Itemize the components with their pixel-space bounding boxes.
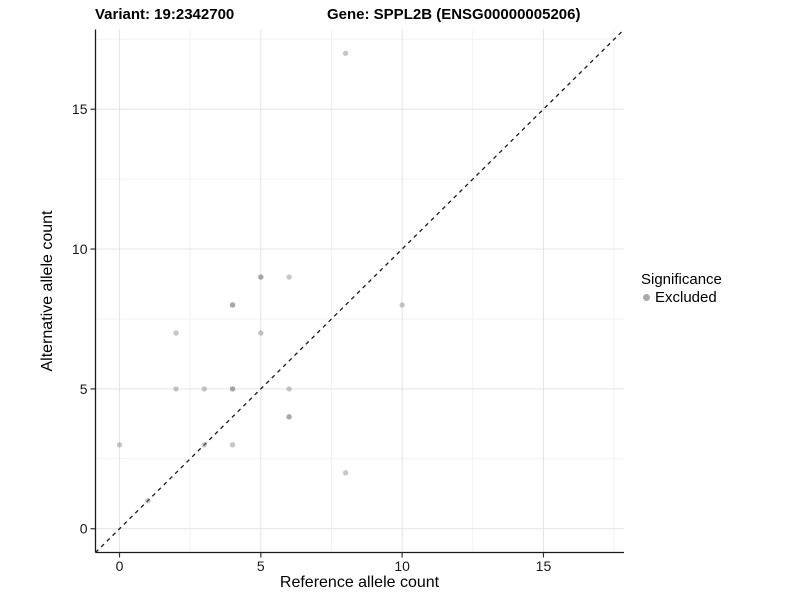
scatter-points: [116, 50, 405, 504]
y-tick-label: 5: [80, 381, 88, 397]
variant-title: Variant: 19:2342700: [95, 6, 235, 23]
x-tick-label: 10: [394, 558, 410, 574]
data-point: [258, 274, 264, 280]
y-tick-label: 10: [72, 241, 88, 257]
data-point: [173, 386, 179, 392]
data-point: [229, 302, 236, 308]
data-point: [229, 302, 236, 308]
minor-gridlines: [95, 29, 624, 553]
data-point: [286, 414, 292, 420]
gene-title: Gene: SPPL2B (ENSG00000005206): [327, 6, 581, 23]
data-point: [286, 414, 292, 420]
legend-item-excluded: Excluded: [641, 289, 722, 306]
data-point: [229, 386, 236, 392]
data-point: [145, 498, 151, 504]
data-point: [229, 442, 236, 448]
y-tick-label: 15: [72, 101, 88, 117]
x-tick-label: 0: [116, 558, 124, 574]
y-axis-title: Alternative allele count: [39, 210, 56, 372]
identity-line: [95, 29, 625, 553]
data-point: [201, 442, 208, 448]
data-point: [201, 386, 208, 392]
legend: Significance Excluded: [641, 271, 722, 306]
x-axis-title: Reference allele count: [279, 574, 440, 591]
legend-item-label: Excluded: [655, 289, 717, 306]
data-point: [286, 386, 292, 392]
x-tick-label: 15: [536, 558, 552, 574]
x-tick-label: 5: [257, 558, 265, 574]
axis-ticks-and-labels: 0 5 10 15 0 5 10 15: [72, 101, 552, 574]
data-point: [229, 386, 236, 392]
data-point: [342, 50, 349, 56]
data-point: [258, 274, 264, 280]
legend-title: Significance: [641, 271, 722, 288]
y-tick-label: 0: [80, 521, 88, 537]
data-point: [399, 302, 405, 308]
data-point: [116, 442, 123, 448]
data-point: [286, 274, 292, 280]
excluded-point-icon: [643, 294, 650, 301]
data-point: [258, 330, 264, 336]
major-gridlines: [95, 29, 624, 553]
data-point: [342, 470, 349, 476]
data-point: [173, 330, 179, 336]
